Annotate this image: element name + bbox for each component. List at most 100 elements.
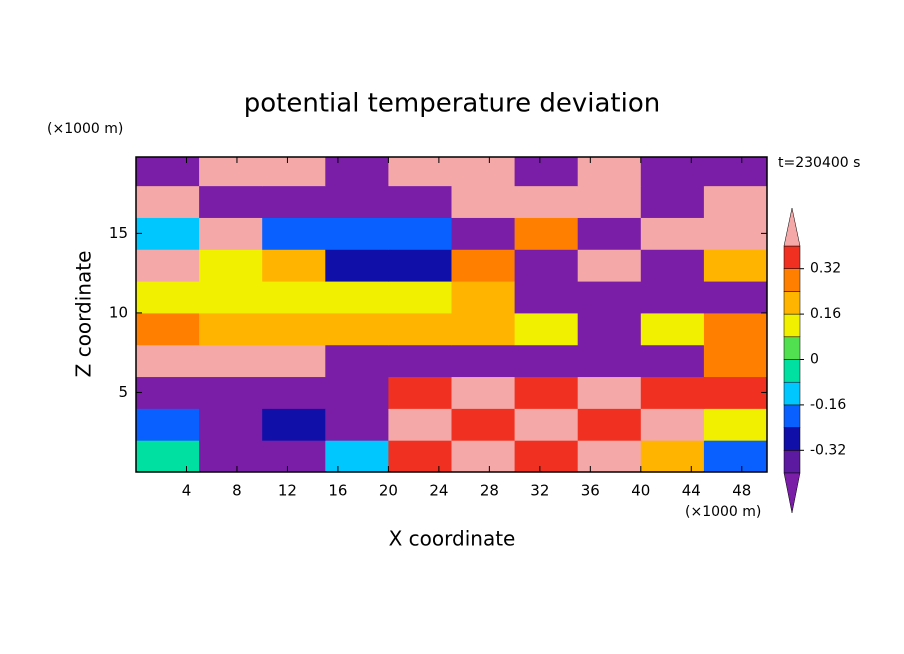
field-cell (388, 344, 452, 378)
field-cell (577, 376, 642, 409)
colorbar-bin (783, 291, 801, 315)
field-cell (577, 344, 642, 378)
field-cell (199, 312, 263, 346)
colorbar-bin (783, 404, 801, 428)
field-cell (325, 281, 389, 314)
field-cell (577, 440, 642, 473)
field-cell (136, 185, 200, 218)
field-cell (514, 249, 579, 282)
field-cell (577, 281, 642, 314)
field-cell (640, 408, 705, 441)
x-tick-label: 28 (480, 482, 499, 500)
colorbar-tick-label: -0.16 (810, 397, 846, 413)
field-cell (262, 440, 326, 473)
field-cell (136, 440, 200, 473)
field-cell (451, 408, 516, 441)
field-cell (577, 408, 642, 441)
field-cell (136, 217, 200, 250)
field-cell (199, 281, 263, 314)
field-cell (262, 281, 326, 314)
field-cell (703, 157, 768, 187)
field-cell (325, 217, 389, 250)
field-cell (136, 344, 200, 378)
field-cell (451, 217, 516, 250)
colorbar-under (783, 472, 801, 514)
x-axis-label: X coordinate (389, 527, 516, 551)
field-cell (514, 408, 579, 441)
field-cell (325, 312, 389, 346)
field-cell (451, 344, 516, 378)
field-cell (703, 217, 768, 250)
field-cell (451, 281, 516, 314)
field-cell (262, 185, 326, 218)
field-cell (514, 312, 579, 346)
field-cell (325, 440, 389, 473)
field-cell (199, 376, 263, 409)
field-cell (388, 376, 452, 409)
colorbar-tick-label: 0.32 (810, 261, 841, 277)
field-cell (577, 312, 642, 346)
y-tick-label: 5 (118, 383, 128, 401)
field-cell (388, 157, 452, 187)
field-cell (451, 249, 516, 282)
field-cell (199, 408, 263, 441)
field-cell (640, 217, 705, 250)
field-cell (262, 376, 326, 409)
field-cell (640, 312, 705, 346)
field-cell (703, 185, 768, 218)
field-cell (325, 344, 389, 378)
field-cell (325, 157, 389, 187)
field-cell (136, 376, 200, 409)
field-cell (514, 281, 579, 314)
field-cell (703, 312, 768, 346)
field-cell (640, 157, 705, 187)
field-cell (703, 281, 768, 314)
field-cell (640, 185, 705, 218)
field-cell (262, 408, 326, 441)
field-cell (514, 157, 579, 187)
colorbar-tick-label: -0.32 (810, 442, 846, 458)
field-cell (199, 157, 263, 187)
field-cell (577, 217, 642, 250)
x-tick-label: 24 (429, 482, 448, 500)
field-cell (388, 217, 452, 250)
field-cell (199, 344, 263, 378)
colorbar-bin (783, 313, 801, 338)
field-cell (451, 185, 516, 218)
x-tick-label: 16 (328, 482, 347, 500)
field-cell (514, 440, 579, 473)
x-unit: (×1000 m) (685, 504, 761, 520)
colorbar-bin (783, 427, 801, 451)
colorbar-bin (783, 268, 801, 292)
field-cell (388, 408, 452, 441)
colorbar-tick-label: 0.16 (810, 306, 841, 322)
field-cell (451, 440, 516, 473)
field-cell (199, 249, 263, 282)
field-cell (514, 217, 579, 250)
field-cell (451, 312, 516, 346)
x-tick-label: 44 (682, 482, 701, 500)
field-cell (199, 217, 263, 250)
field-cell (388, 312, 452, 346)
field-cell (388, 249, 452, 282)
field-cell (640, 376, 705, 409)
colorbar-over (783, 207, 801, 247)
field-cell (703, 408, 768, 441)
field-cell (388, 185, 452, 218)
colorbar-tick-label: 0 (810, 352, 819, 368)
field-cell (136, 157, 200, 187)
field-cell (136, 312, 200, 346)
x-tick-label: 36 (581, 482, 600, 500)
field-cell (703, 440, 768, 473)
field-cell (577, 249, 642, 282)
field-cell (199, 185, 263, 218)
x-tick-label: 12 (278, 482, 297, 500)
field-cell (703, 344, 768, 378)
field-cell (325, 185, 389, 218)
y-tick-label: 15 (109, 224, 128, 242)
y-unit: (×1000 m) (47, 121, 123, 137)
field-cell (325, 249, 389, 282)
colorbar-bin (783, 359, 801, 383)
